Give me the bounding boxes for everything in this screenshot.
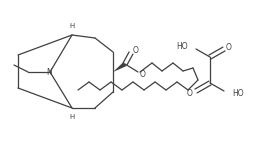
Text: O: O — [187, 89, 193, 98]
Text: O: O — [140, 69, 146, 79]
Text: HO: HO — [176, 41, 188, 50]
Text: H: H — [69, 23, 75, 29]
Text: O: O — [226, 42, 232, 51]
Polygon shape — [113, 62, 126, 72]
Text: O: O — [133, 45, 139, 54]
Text: H: H — [69, 114, 75, 120]
Text: N: N — [46, 67, 52, 77]
Text: HO: HO — [232, 90, 244, 99]
